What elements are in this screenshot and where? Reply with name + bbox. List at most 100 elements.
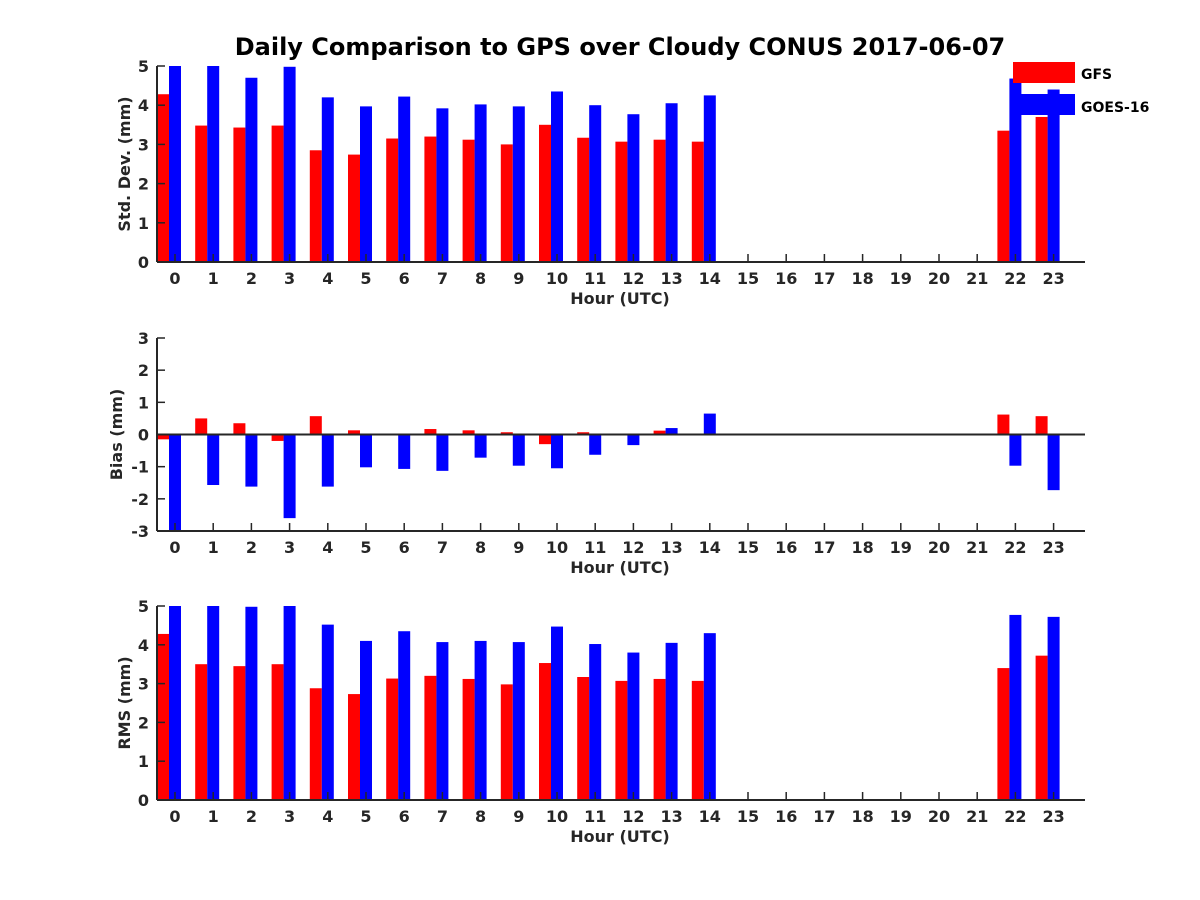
x-tick-label: 23 bbox=[1042, 269, 1064, 288]
bar-goes-16-hour-7 bbox=[436, 108, 449, 262]
bar-gfs-hour-5 bbox=[348, 430, 360, 435]
bar-gfs-hour-7 bbox=[424, 429, 437, 435]
bar-goes-16-hour-7 bbox=[436, 434, 449, 471]
bar-goes-16-hour-12 bbox=[627, 114, 640, 262]
legend-swatch-gfs bbox=[1013, 62, 1075, 83]
x-tick-label: 7 bbox=[437, 269, 448, 288]
bar-goes-16-hour-13 bbox=[665, 428, 678, 435]
x-tick-label: 17 bbox=[813, 538, 835, 557]
bar-goes-16-hour-1 bbox=[207, 66, 220, 262]
bar-gfs-hour-4 bbox=[309, 688, 322, 800]
x-tick-label: 8 bbox=[475, 538, 486, 557]
bar-gfs-hour-4 bbox=[309, 416, 322, 435]
bar-goes-16-hour-0 bbox=[169, 606, 181, 800]
bar-goes-16-hour-1 bbox=[207, 606, 220, 800]
x-tick-label: 16 bbox=[775, 269, 797, 288]
x-tick-label: 14 bbox=[699, 807, 721, 826]
x-tick-label: 19 bbox=[890, 269, 912, 288]
bar-gfs-hour-4 bbox=[309, 150, 322, 262]
y-axis-label: Std. Dev. (mm) bbox=[115, 96, 134, 231]
x-tick-label: 6 bbox=[399, 807, 410, 826]
bar-gfs-hour-5 bbox=[348, 694, 360, 800]
y-axis-label: RMS (mm) bbox=[115, 656, 134, 749]
x-tick-label: 9 bbox=[513, 807, 524, 826]
x-tick-label: 2 bbox=[246, 269, 257, 288]
y-tick-label: 4 bbox=[138, 96, 149, 115]
x-tick-label: 14 bbox=[699, 538, 721, 557]
bar-goes-16-hour-12 bbox=[627, 652, 640, 800]
x-tick-label: 16 bbox=[775, 807, 797, 826]
x-tick-label: 20 bbox=[928, 538, 950, 557]
x-tick-label: 5 bbox=[360, 538, 371, 557]
bar-goes-16-hour-13 bbox=[665, 103, 678, 263]
y-tick-label: -3 bbox=[131, 522, 149, 541]
x-tick-label: 11 bbox=[584, 538, 606, 557]
chart-title: Daily Comparison to GPS over Cloudy CONU… bbox=[235, 33, 1006, 61]
bar-goes-16-hour-12 bbox=[627, 434, 640, 446]
bar-gfs-hour-6 bbox=[386, 138, 399, 262]
y-tick-label: 0 bbox=[138, 791, 149, 810]
bar-gfs-hour-14 bbox=[691, 680, 704, 800]
x-tick-label: 19 bbox=[890, 538, 912, 557]
bar-gfs-hour-0 bbox=[157, 94, 169, 262]
x-tick-label: 18 bbox=[851, 269, 873, 288]
bar-gfs-hour-1 bbox=[195, 125, 208, 262]
bar-goes-16-hour-13 bbox=[665, 642, 678, 800]
x-tick-label: 7 bbox=[437, 807, 448, 826]
y-tick-label: 3 bbox=[138, 329, 149, 348]
x-tick-label: 20 bbox=[928, 269, 950, 288]
bar-goes-16-hour-10 bbox=[551, 626, 563, 800]
bar-gfs-hour-22 bbox=[997, 668, 1010, 800]
x-tick-label: 4 bbox=[322, 269, 333, 288]
bar-gfs-hour-23 bbox=[1035, 116, 1048, 263]
x-axis-label: Hour (UTC) bbox=[570, 289, 670, 308]
x-tick-label: 13 bbox=[660, 807, 682, 826]
bar-goes-16-hour-8 bbox=[474, 640, 487, 800]
bar-goes-16-hour-6 bbox=[398, 96, 411, 263]
bar-goes-16-hour-6 bbox=[398, 631, 411, 800]
bar-gfs-hour-12 bbox=[615, 680, 628, 800]
bar-goes-16-hour-11 bbox=[589, 434, 602, 455]
bar-gfs-hour-8 bbox=[462, 139, 475, 262]
x-tick-label: 20 bbox=[928, 807, 950, 826]
y-tick-label: 3 bbox=[138, 135, 149, 154]
bar-gfs-hour-2 bbox=[233, 423, 246, 435]
bar-goes-16-hour-2 bbox=[245, 434, 258, 487]
x-tick-label: 4 bbox=[322, 538, 333, 557]
bar-goes-16-hour-2 bbox=[245, 606, 258, 800]
x-tick-label: 5 bbox=[360, 269, 371, 288]
x-tick-label: 18 bbox=[851, 807, 873, 826]
y-tick-label: 5 bbox=[138, 597, 149, 616]
bar-goes-16-hour-5 bbox=[360, 434, 372, 468]
x-tick-label: 1 bbox=[208, 807, 219, 826]
legend: GFS GOES-16 bbox=[1013, 62, 1149, 116]
bar-goes-16-hour-4 bbox=[321, 97, 334, 262]
bar-goes-16-hour-0 bbox=[169, 66, 181, 262]
bar-goes-16-hour-14 bbox=[703, 633, 716, 800]
bar-gfs-hour-13 bbox=[653, 430, 666, 435]
bar-goes-16-hour-7 bbox=[436, 642, 449, 800]
bar-gfs-hour-1 bbox=[195, 664, 208, 800]
bar-gfs-hour-7 bbox=[424, 675, 437, 800]
bar-goes-16-hour-10 bbox=[551, 434, 563, 469]
bar-gfs-hour-23 bbox=[1035, 416, 1048, 435]
bar-goes-16-hour-11 bbox=[589, 105, 602, 262]
x-tick-label: 21 bbox=[966, 807, 988, 826]
bar-goes-16-hour-14 bbox=[703, 413, 716, 435]
x-tick-label: 0 bbox=[169, 807, 180, 826]
bar-goes-16-hour-23 bbox=[1047, 89, 1060, 263]
x-tick-label: 3 bbox=[284, 538, 295, 557]
bar-gfs-hour-12 bbox=[615, 141, 628, 262]
x-tick-label: 7 bbox=[437, 538, 448, 557]
x-tick-label: 15 bbox=[737, 269, 759, 288]
x-tick-label: 10 bbox=[546, 269, 568, 288]
y-tick-label: 1 bbox=[138, 752, 149, 771]
bar-gfs-hour-13 bbox=[653, 139, 666, 262]
x-tick-label: 12 bbox=[622, 269, 644, 288]
bar-gfs-hour-11 bbox=[577, 137, 590, 262]
x-tick-label: 22 bbox=[1004, 538, 1026, 557]
x-tick-label: 9 bbox=[513, 269, 524, 288]
bar-goes-16-hour-0 bbox=[169, 434, 181, 531]
